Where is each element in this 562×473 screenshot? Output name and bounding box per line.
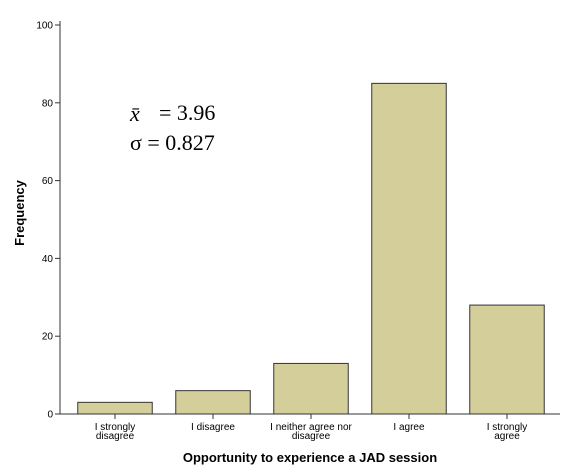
bars-group [77,82,545,415]
x-tick-label: I neither agree nor disagree [270,422,352,442]
y-axis-label: Frequency [12,179,27,246]
bar [77,401,153,415]
mean-symbol: x̄ [129,101,140,126]
statistics-annotation: x̄ = 3.96 σ = 0.827 [129,100,215,155]
std-dev-value: σ = 0.827 [130,130,215,155]
y-tick-label: 60 [42,176,54,187]
y-tick-label: 20 [42,332,54,343]
mean-value: = 3.96 [159,100,215,125]
bar [469,304,545,415]
x-tick-label: I strongly disagree [95,422,136,442]
y-tick-label: 80 [42,98,54,109]
y-axis: 0 20 40 60 80 100 [36,21,61,421]
x-tick-label: I strongly agree [487,422,528,442]
x-tick-label: I disagree [191,422,235,433]
y-tick-label: 0 [47,410,53,421]
x-tick-label: I agree [393,422,425,433]
bar [273,362,349,415]
y-tick-label: 100 [36,21,53,32]
bar [371,82,447,415]
bar [175,390,251,415]
x-axis-label: Opportunity to experience a JAD session [183,450,437,465]
y-tick-label: 40 [42,254,54,265]
x-axis: I strongly disagree I disagree I neither ag… [60,413,560,442]
